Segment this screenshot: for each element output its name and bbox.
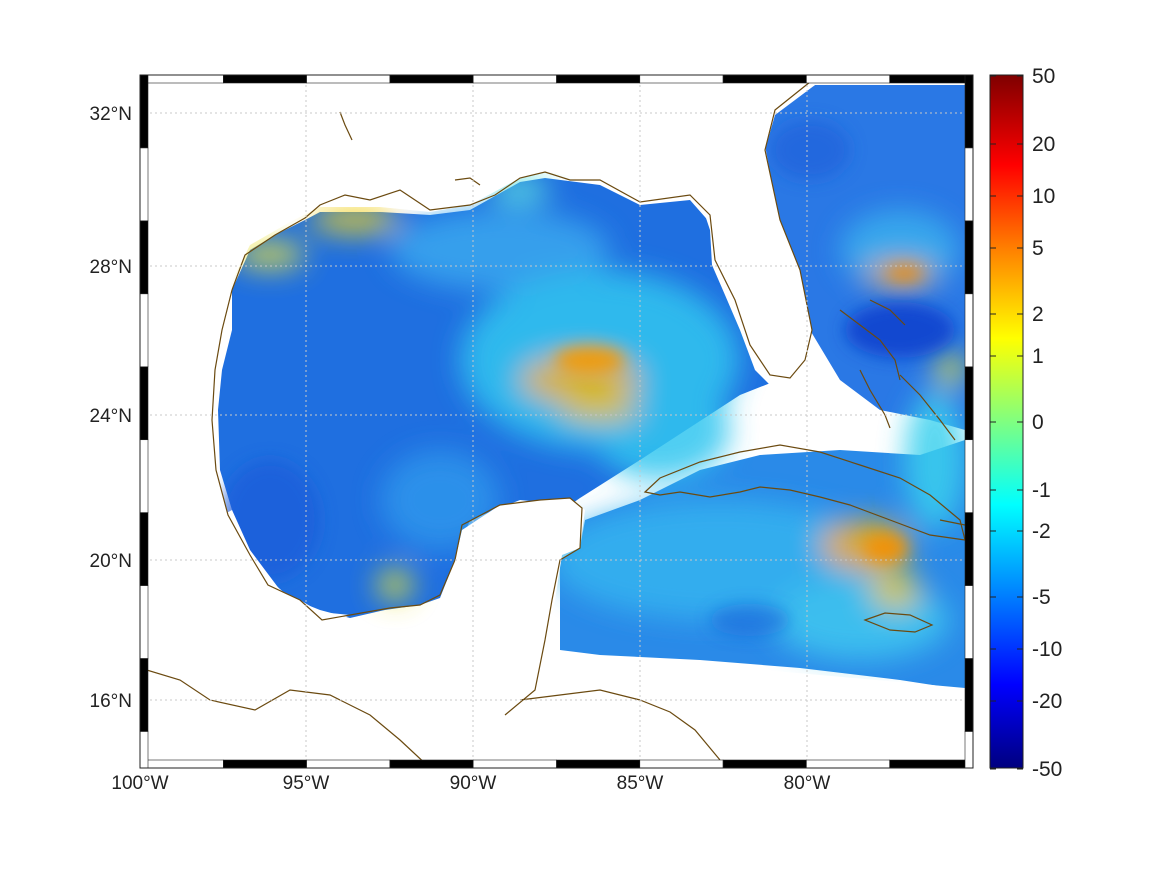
frame-segment — [139, 366, 149, 441]
frame-segment — [389, 759, 474, 769]
frame-segment — [139, 658, 149, 732]
frame-segment — [964, 512, 974, 586]
frame-segment — [964, 439, 974, 513]
frame-segment — [139, 585, 149, 659]
latitude-labels: 32°N 28°N 24°N 20°N 16°N — [90, 104, 132, 712]
frame-segment — [806, 759, 891, 769]
frame-segment — [556, 74, 641, 84]
lon-label: 90°W — [450, 773, 497, 794]
colorbar-tick-label: -10 — [1032, 638, 1062, 661]
lat-label: 16°N — [90, 691, 132, 712]
colorbar-tick-label: -20 — [1032, 690, 1062, 713]
map-frame — [139, 74, 974, 769]
frame-segment — [472, 759, 557, 769]
colorbar-tick-label: 5 — [1032, 237, 1044, 260]
frame-segment — [223, 74, 307, 84]
colorbar-ticks — [990, 75, 1023, 770]
frame-segment — [806, 74, 891, 84]
jamaica-outline — [863, 612, 934, 633]
lat-label: 28°N — [90, 257, 132, 278]
frame-segment — [964, 147, 974, 222]
frame-segment — [964, 74, 974, 149]
colorbar-tick-label: 2 — [1032, 303, 1044, 326]
lat-label: 32°N — [90, 104, 132, 125]
colorbar-tick-label: 50 — [1032, 65, 1055, 88]
lon-label: 95°W — [283, 773, 330, 794]
lat-label: 24°N — [90, 406, 132, 427]
frame-segment — [964, 366, 974, 441]
cuba-outline — [643, 444, 966, 541]
colorbar-tick-label: -2 — [1032, 520, 1051, 543]
longitude-labels: 100°W 95°W 90°W 85°W 80°W — [111, 773, 830, 794]
frame-segment — [139, 731, 149, 769]
frame-segment — [964, 731, 974, 769]
frame-segment — [223, 759, 307, 769]
frame-segment — [472, 74, 557, 84]
colorbar-tick-label: -50 — [1032, 758, 1062, 781]
frame-segment — [556, 759, 641, 769]
lon-label: 85°W — [617, 773, 664, 794]
colorbar-tick-label: 10 — [1032, 185, 1055, 208]
colorbar-labels: 50 20 10 5 2 1 0 -1 -2 -5 -10 -20 -50 — [1032, 65, 1062, 781]
colorbar-tick-label: 0 — [1032, 411, 1044, 434]
map-border — [139, 74, 974, 769]
frame-segment — [306, 759, 391, 769]
land-mask — [140, 75, 965, 768]
frame-segment — [139, 439, 149, 513]
frame-segment — [722, 759, 807, 769]
graticule — [140, 75, 973, 768]
frame-segment — [139, 759, 224, 769]
colorbar-tick-label: -1 — [1032, 479, 1051, 502]
frame-segment — [889, 759, 974, 769]
frame-segment — [139, 293, 149, 368]
frame-segment — [389, 74, 474, 84]
lon-label: 100°W — [111, 773, 168, 794]
colorbar: 50 20 10 5 2 1 0 -1 -2 -5 -10 -20 -50 — [989, 65, 1062, 781]
frame-segment — [139, 147, 149, 222]
frame-segment — [889, 74, 974, 84]
lon-label: 80°W — [784, 773, 831, 794]
frame-segment — [722, 74, 807, 84]
frame-segment — [639, 759, 724, 769]
frame-segment — [139, 220, 149, 295]
lat-label: 20°N — [90, 551, 132, 572]
frame-segment — [639, 74, 724, 84]
frame-segment — [964, 658, 974, 732]
colorbar-tick-label: 1 — [1032, 345, 1044, 368]
frame-segment — [139, 74, 149, 149]
frame-segment — [964, 220, 974, 295]
frame-segment — [306, 74, 391, 84]
colorbar-tick-label: 20 — [1032, 133, 1055, 156]
frame-segment — [964, 585, 974, 659]
colorbar-tick-label: -5 — [1032, 586, 1051, 609]
frame-segment — [139, 512, 149, 586]
deep-anomalies — [220, 120, 955, 636]
frame-segment — [964, 293, 974, 368]
map-area — [139, 74, 974, 769]
frame-segment — [139, 74, 224, 84]
